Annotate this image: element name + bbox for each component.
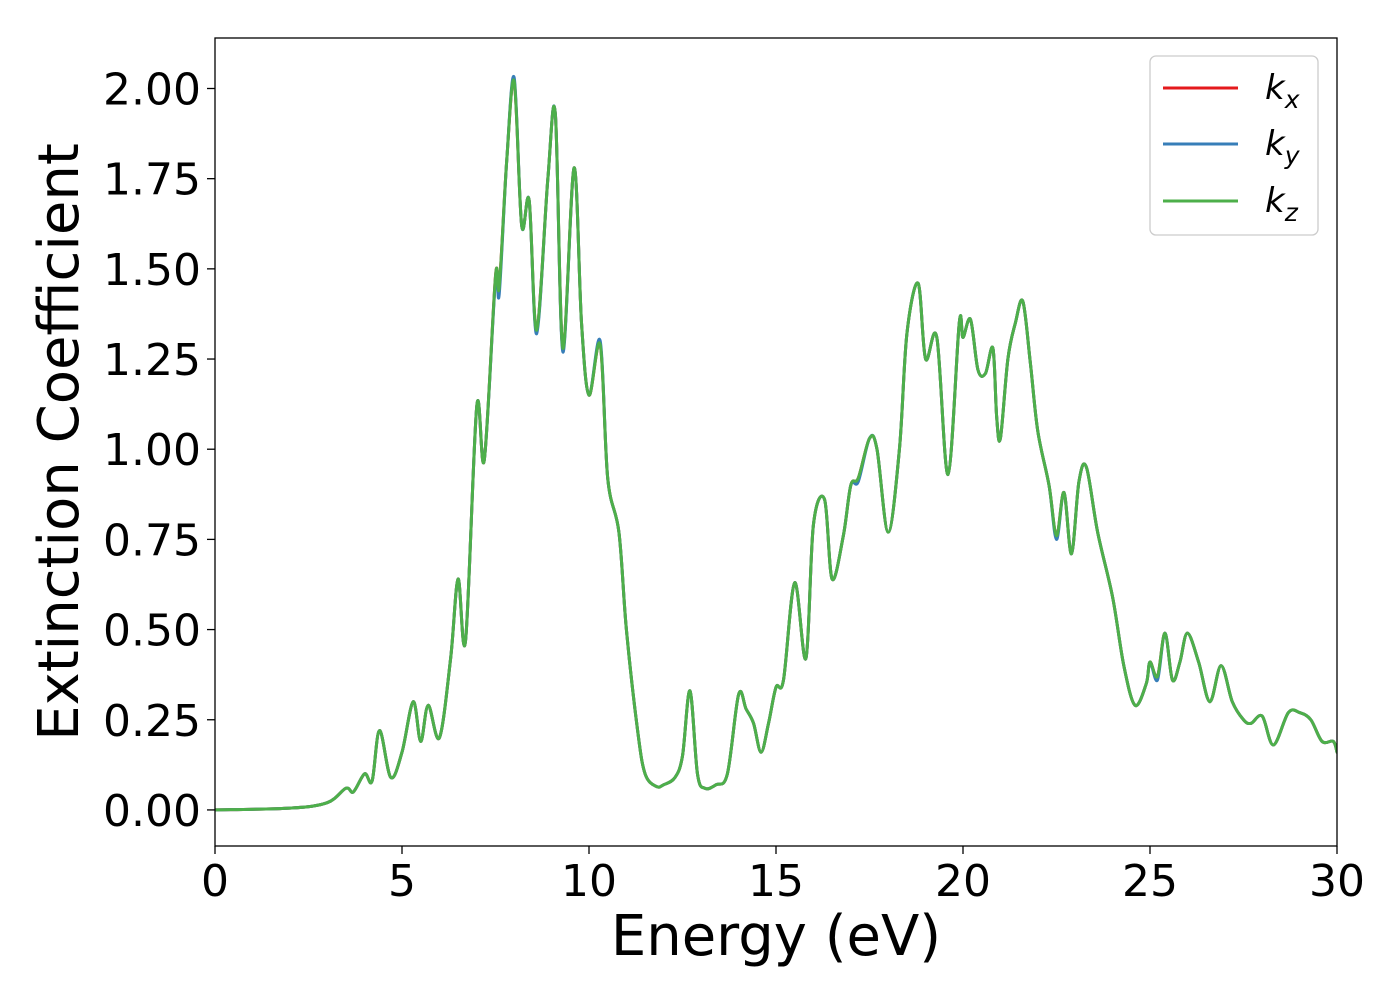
y-tick-label: 0.75 (103, 515, 201, 566)
series-layer (215, 74, 1337, 812)
x-tick-label: 10 (561, 856, 617, 907)
x-axis: 0 5 10 15 20 25 30 (201, 846, 1365, 907)
x-tick-label: 30 (1309, 856, 1365, 907)
y-axis-title: Extinction Coefficient (27, 143, 92, 741)
legend-label-z: kz (1265, 181, 1299, 227)
legend-label-x: kx (1265, 68, 1300, 114)
y-tick-label: 1.75 (103, 155, 201, 206)
y-tick-label: 2.00 (103, 65, 201, 116)
y-tick-label: 0.25 (103, 696, 201, 747)
y-tick-label: 1.50 (103, 245, 201, 296)
y-axis: 0.00 0.25 0.50 0.75 1.00 1.25 1.50 1.75 2.00 (103, 65, 215, 837)
y-tick-label: 0.00 (103, 786, 201, 837)
x-tick-label: 20 (935, 856, 991, 907)
legend-label-y: ky (1265, 124, 1301, 170)
x-axis-title: Energy (eV) (611, 904, 941, 969)
y-tick-label: 1.00 (103, 425, 201, 476)
x-tick-label: 25 (1122, 856, 1178, 907)
x-tick-label: 5 (388, 856, 416, 907)
y-tick-label: 0.50 (103, 606, 201, 657)
legend: kx ky kz (1149, 55, 1319, 236)
x-tick-label: 15 (748, 856, 804, 907)
x-tick-label: 0 (201, 856, 229, 907)
y-tick-label: 1.25 (103, 335, 201, 386)
series-line-z (215, 78, 1337, 812)
